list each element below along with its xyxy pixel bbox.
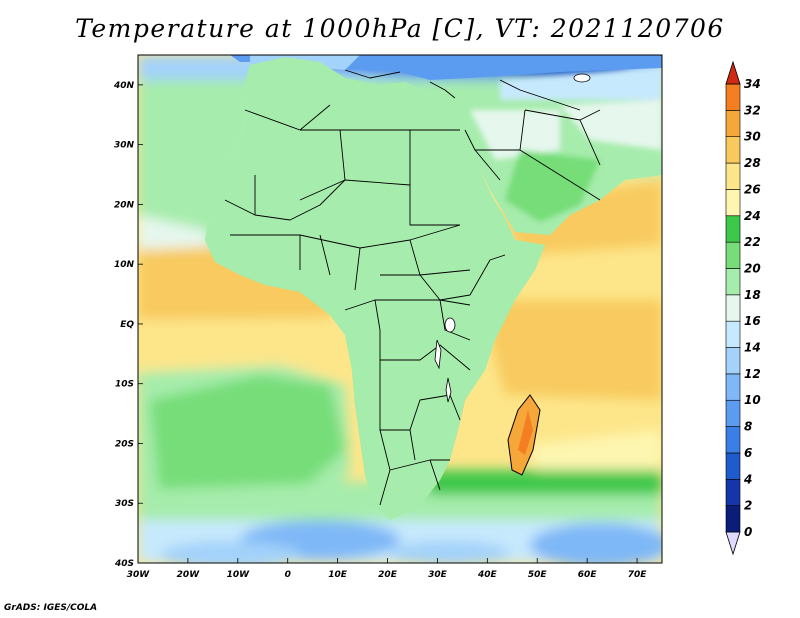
colorbar-label-8: 16: [744, 314, 761, 328]
colorbar-box-13: [725, 162, 741, 190]
colorbar-box-15: [725, 110, 741, 138]
lat-label-8: 40S: [114, 559, 134, 569]
country-borders: [204, 56, 601, 521]
colorbar-over-triangle: [725, 60, 741, 85]
lon-label-9: 60E: [578, 570, 598, 580]
colorbar-label-2: 4: [743, 472, 752, 486]
temperature-map: [138, 55, 662, 563]
longitude-labels: 30W 20W 10W 0 10E 20E 30E 40E 50E 60E 70E: [127, 570, 647, 580]
colorbar-label-7: 14: [744, 341, 761, 355]
lon-label-7: 40E: [477, 570, 498, 580]
colorbar-box-11: [725, 215, 741, 243]
colorbar: [725, 60, 741, 556]
colorbar-label-4: 8: [744, 420, 752, 434]
colorbar-label-13: 26: [744, 182, 761, 196]
colorbar-box-5: [725, 373, 741, 401]
axis-ticks: [138, 84, 638, 563]
grads-credit: GrADS: IGES/COLA: [4, 603, 98, 613]
lat-label-2: 20N: [114, 200, 135, 210]
colorbar-label-14: 28: [744, 156, 761, 170]
lon-label-4: 10E: [328, 570, 348, 580]
lon-label-1: 20W: [177, 570, 201, 580]
colorbar-box-0: [725, 505, 741, 533]
lat-label-0: 40N: [113, 81, 135, 91]
colorbar-label-1: 2: [744, 499, 752, 513]
colorbar-label-12: 24: [744, 209, 761, 223]
lat-label-6: 20S: [115, 439, 134, 449]
colorbar-label-9: 18: [744, 288, 761, 302]
lat-label-3: 10N: [114, 260, 135, 270]
lon-label-6: 30E: [428, 570, 448, 580]
colorbar-label-17: 34: [744, 77, 761, 91]
colorbar-box-9: [725, 268, 741, 296]
colorbar-label-16: 32: [744, 103, 761, 117]
lat-label-7: 30S: [115, 499, 134, 509]
colorbar-label-11: 22: [744, 235, 761, 249]
colorbar-box-1: [725, 478, 741, 506]
lon-label-10: 70E: [628, 570, 648, 580]
colorbar-box-14: [725, 136, 741, 164]
lon-label-0: 30W: [127, 570, 151, 580]
colorbar-label-5: 10: [744, 393, 761, 407]
lon-label-3: 0: [285, 570, 291, 580]
lat-label-5: 10S: [115, 380, 134, 390]
colorbar-box-16: [725, 83, 741, 111]
colorbar-label-3: 6: [744, 446, 752, 460]
lakes: [434, 73, 591, 403]
colorbar-box-3: [725, 426, 741, 454]
colorbar-label-0: 0: [744, 525, 752, 539]
lon-label-5: 20E: [378, 570, 398, 580]
latitude-labels: 40N 30N 20N 10N EQ 10S 20S 30S 40S: [113, 81, 135, 569]
colorbar-under-triangle: [725, 531, 741, 556]
chart-title: Temperature at 1000hPa [C], VT: 20211207…: [75, 14, 725, 43]
colorbar-label-6: 12: [744, 367, 761, 381]
map-frame: [137, 54, 663, 564]
colorbar-label-10: 20: [744, 261, 761, 275]
lon-label-2: 10W: [227, 570, 251, 580]
colorbar-box-4: [725, 399, 741, 427]
colorbar-box-2: [725, 452, 741, 480]
colorbar-box-6: [725, 347, 741, 375]
colorbar-box-12: [725, 189, 741, 217]
colorbar-label-15: 30: [744, 130, 761, 144]
colorbar-box-10: [725, 241, 741, 269]
colorbar-box-8: [725, 294, 741, 322]
lat-label-1: 30N: [114, 141, 135, 151]
lat-label-4: EQ: [120, 320, 134, 330]
lon-label-8: 50E: [528, 570, 548, 580]
colorbar-box-7: [725, 320, 741, 348]
